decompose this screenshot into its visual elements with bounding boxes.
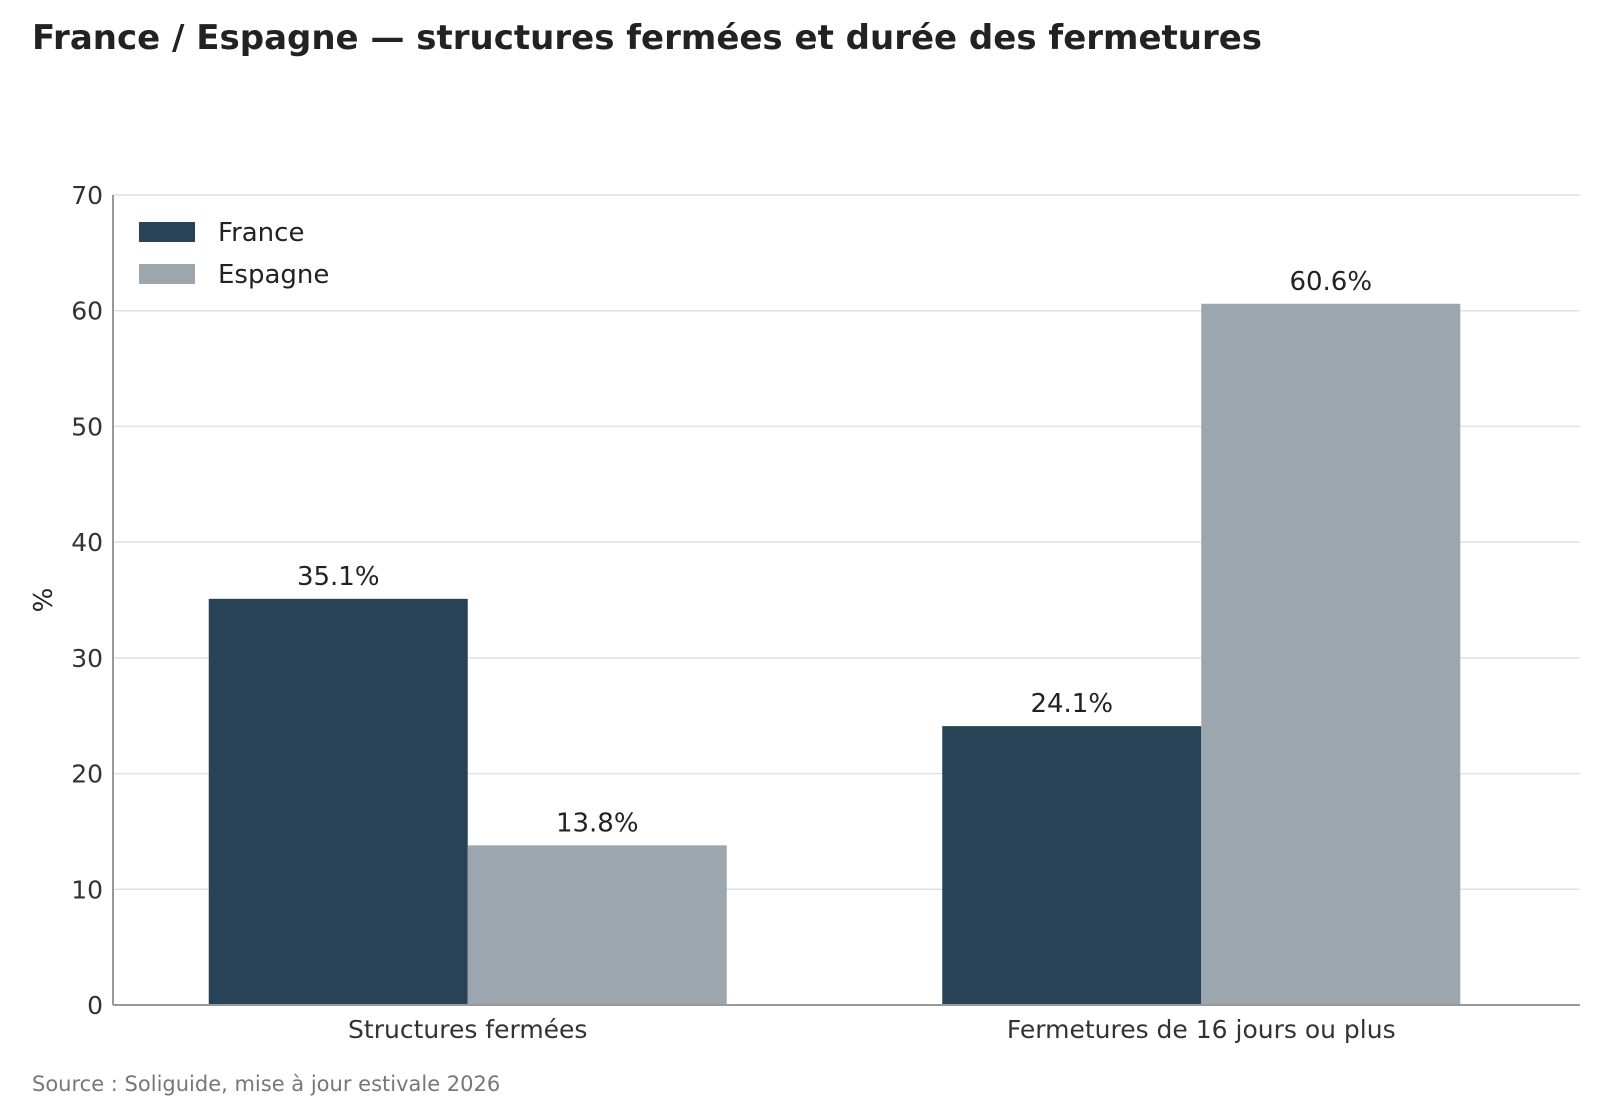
y-tick-label: 20 [71,760,103,789]
axes: % [29,195,1580,1006]
legend-swatch-espagne [139,264,195,284]
bars [208,303,1461,1005]
data-label: 24.1% [1030,689,1113,719]
bar-espagne-1 [1201,303,1461,1005]
y-tick-label: 50 [71,412,103,441]
legend-label-france: France [218,218,304,248]
legend: France Espagne [139,218,329,290]
chart-title: France / Espagne — structures fermées et… [32,18,1263,58]
data-label: 35.1% [297,562,380,592]
bar-france-0 [208,598,468,1005]
y-tick-label: 30 [71,644,103,673]
y-axis-label: % [29,588,59,613]
x-tick-label: Fermetures de 16 jours ou plus [1007,1015,1396,1044]
legend-swatch-france [139,222,195,242]
bar-chart: % 0 10 20 30 40 50 60 70 Structures fermées Ferme… [29,181,1580,1044]
x-tick-label: Structures fermées [348,1015,587,1044]
y-tick-label: 10 [71,875,103,904]
data-labels: 35.1% 13.8% 24.1% 60.6% [297,267,1372,839]
bar-france-1 [942,726,1202,1005]
tick-labels: 0 10 20 30 40 50 60 70 Structures fermées Fermetu… [71,181,1395,1044]
source-note: Source : Soliguide, mise à jour estivale… [32,1072,501,1096]
bar-espagne-0 [467,845,727,1005]
y-tick-label: 60 [71,297,103,326]
y-tick-label: 0 [87,991,103,1020]
data-label: 60.6% [1289,267,1372,297]
y-tick-label: 40 [71,528,103,557]
y-tick-label: 70 [71,181,103,210]
legend-label-espagne: Espagne [218,260,329,290]
data-label: 13.8% [556,808,639,838]
